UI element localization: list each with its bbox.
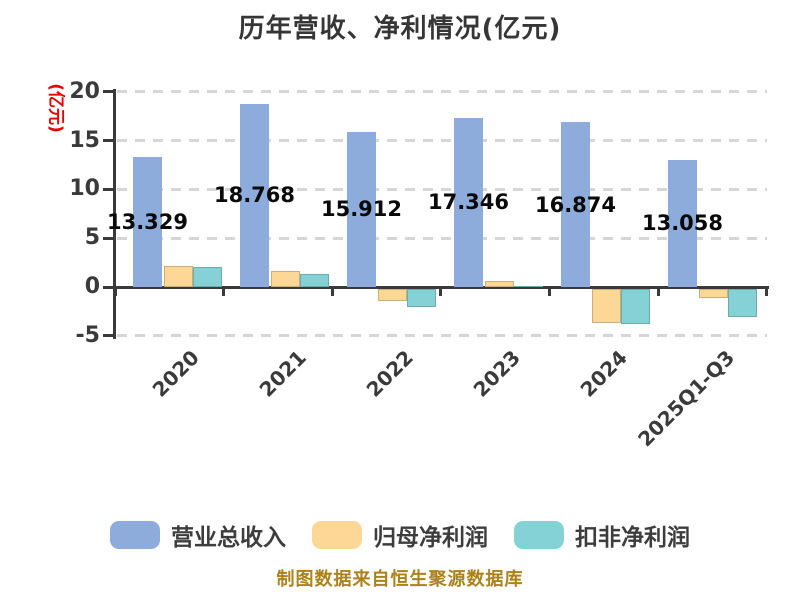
legend-item-扣非净利润: 扣非净利润	[514, 518, 690, 552]
legend-label-归母净利润: 归母净利润	[373, 525, 488, 551]
bar-归母净利润-2020	[164, 265, 193, 287]
legend-swatch-营业总收入	[110, 521, 160, 549]
bar-营业总收入-2021	[240, 103, 269, 287]
bar-扣非净利润-2022	[407, 288, 436, 308]
x-label-2024: 2024	[575, 345, 632, 402]
bar-value-2022: 15.912	[320, 197, 403, 222]
gridline-15	[117, 139, 767, 143]
legend-swatch-归母净利润	[312, 521, 362, 549]
x-label-2025Q1-Q3: 2025Q1-Q3	[632, 345, 739, 452]
gridline--5	[117, 334, 767, 338]
bar-归母净利润-2025Q1-Q3	[699, 288, 728, 298]
bar-扣非净利润-2021	[300, 273, 329, 287]
y-tick-0	[103, 285, 114, 289]
bar-value-2024: 16.874	[534, 192, 617, 217]
bar-营业总收入-2020	[133, 156, 162, 287]
gridline-5	[117, 236, 767, 240]
data-source-note: 制图数据来自恒生聚源数据库	[276, 569, 524, 590]
y-tick-label-5: 5	[84, 225, 100, 251]
bar-归母净利润-2021	[271, 271, 300, 287]
bar-营业总收入-2024	[561, 122, 590, 287]
x-tick-6	[765, 287, 769, 296]
y-tick-20	[103, 90, 114, 94]
y-tick-label-15: 15	[69, 127, 100, 153]
bar-value-2021: 18.768	[213, 183, 296, 208]
bar-营业总收入-2025Q1-Q3	[668, 159, 697, 287]
y-tick-10	[103, 187, 114, 191]
x-tick-4	[547, 287, 551, 296]
legend: 营业总收入 归母净利润 扣非净利润	[0, 517, 800, 553]
x-label-2021: 2021	[254, 345, 311, 402]
bar-value-2020: 13.329	[106, 209, 189, 234]
y-tick-label--5: -5	[75, 322, 100, 348]
bar-归母净利润-2022	[378, 288, 407, 302]
x-label-2020: 2020	[147, 345, 204, 402]
legend-label-营业总收入: 营业总收入	[171, 525, 286, 551]
y-tick-label-0: 0	[84, 274, 100, 299]
x-tick-3	[439, 287, 443, 296]
x-tick-2	[330, 287, 334, 296]
gridline-20	[117, 90, 767, 94]
bar-归母净利润-2024	[592, 288, 621, 324]
legend-item-营业总收入: 营业总收入	[110, 518, 286, 552]
bar-归母净利润-2023	[485, 281, 514, 287]
bar-value-2023: 17.346	[427, 190, 510, 215]
y-tick--5	[103, 334, 114, 338]
y-tick-label-10: 10	[69, 176, 100, 202]
x-label-2022: 2022	[361, 345, 418, 402]
bar-扣非净利润-2025Q1-Q3	[728, 288, 757, 318]
bar-扣非净利润-2024	[621, 288, 650, 324]
x-tick-0	[113, 287, 117, 296]
y-axis-line	[113, 88, 116, 339]
bar-扣非净利润-2020	[193, 266, 222, 287]
gridline-10	[117, 187, 767, 191]
legend-label-扣非净利润: 扣非净利润	[575, 525, 690, 551]
bar-营业总收入-2023	[454, 117, 483, 287]
chart-title: 历年营收、净利情况(亿元)	[238, 14, 562, 44]
bar-扣非净利润-2023	[514, 285, 543, 287]
x-tick-5	[656, 287, 660, 296]
legend-swatch-扣非净利润	[514, 521, 564, 549]
y-tick-label-20: 20	[69, 78, 100, 104]
y-tick-15	[103, 139, 114, 143]
bar-value-2025Q1-Q3: 13.058	[641, 211, 724, 236]
bar-营业总收入-2022	[347, 131, 376, 287]
x-label-2023: 2023	[468, 345, 525, 402]
y-tick-5	[103, 236, 114, 240]
legend-item-归母净利润: 归母净利润	[312, 518, 488, 552]
x-tick-1	[222, 287, 226, 296]
